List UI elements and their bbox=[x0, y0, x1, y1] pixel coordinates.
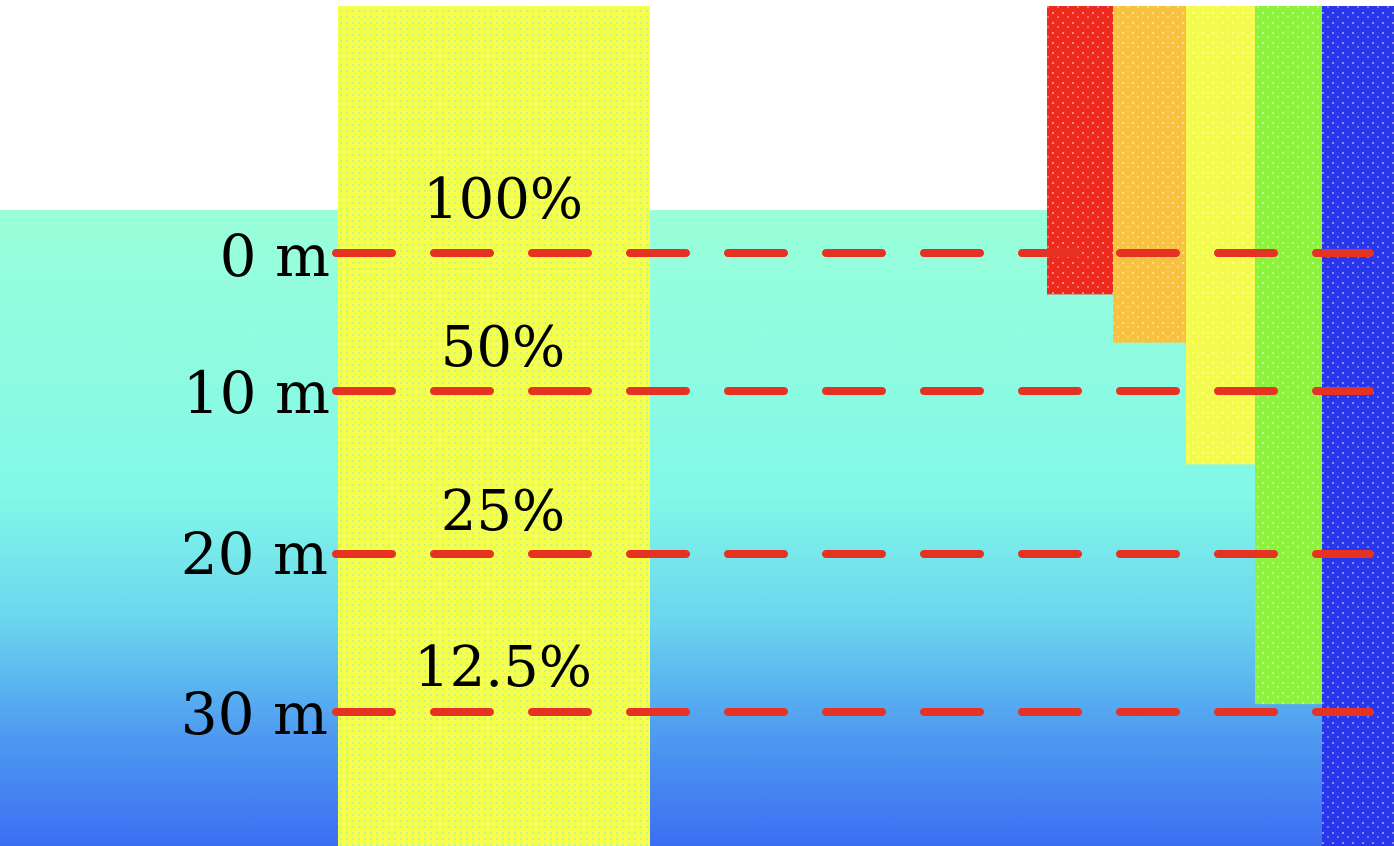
depth-label-0: 0 m bbox=[220, 222, 330, 290]
depth-label-30: 30 m bbox=[181, 680, 328, 748]
spectrum-band-texture-orange bbox=[1113, 6, 1186, 343]
depth-label-20: 20 m bbox=[181, 520, 328, 588]
spectrum-band-texture-yellow bbox=[1186, 6, 1255, 465]
light-percent-100: 100% bbox=[423, 167, 583, 232]
light-column bbox=[338, 6, 650, 846]
light-percent-50: 50% bbox=[441, 315, 565, 380]
spectrum-band-texture-red bbox=[1047, 6, 1113, 295]
spectrum-band-texture-blue bbox=[1322, 6, 1394, 846]
depth-label-10: 10 m bbox=[183, 359, 330, 427]
depth-lines bbox=[332, 249, 1374, 716]
spectrum-bands bbox=[1047, 6, 1394, 846]
light-percent-25: 25% bbox=[441, 479, 565, 544]
spectrum-band-texture-green bbox=[1255, 6, 1322, 705]
light-percent-12-5: 12.5% bbox=[414, 635, 592, 700]
